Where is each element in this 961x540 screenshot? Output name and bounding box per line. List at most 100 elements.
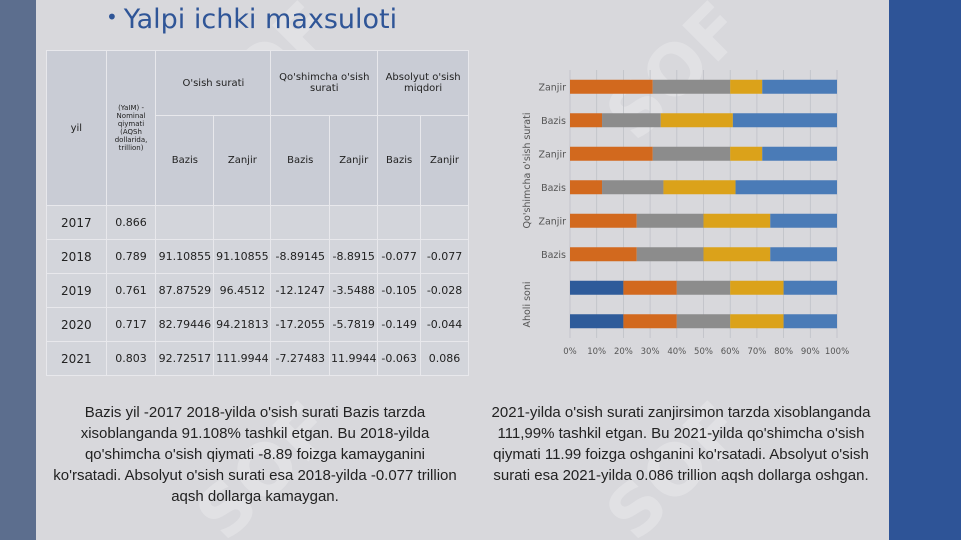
x-tick-label: 30% xyxy=(641,347,660,357)
bar-segment xyxy=(732,113,837,128)
x-tick-label: 60% xyxy=(721,347,740,357)
right-band xyxy=(889,0,961,540)
cell-qosh-zanjir: -3.5488 xyxy=(329,273,379,308)
cell-osish-bazis xyxy=(155,205,215,240)
bar-segment xyxy=(602,180,664,195)
cell-abs-zanjir: 0.086 xyxy=(420,341,469,376)
bar-segment xyxy=(636,213,704,228)
cell-nominal: 0.866 xyxy=(105,205,157,240)
bar-segment xyxy=(783,314,837,329)
title-bullet: • xyxy=(106,5,118,29)
header-zanjir: Zanjir xyxy=(329,115,379,206)
cell-osish-bazis: 82.79446 xyxy=(155,307,215,342)
cell-qosh-zanjir xyxy=(329,205,379,240)
header-zanjir: Zanjir xyxy=(420,115,469,206)
bar-segment xyxy=(770,213,837,228)
x-tick-label: 40% xyxy=(667,347,686,357)
cell-qosh-zanjir: -8.8915 xyxy=(329,239,379,274)
header-bazis: Bazis xyxy=(155,115,215,206)
cell-osish-zanjir: 96.4512 xyxy=(213,273,272,308)
bar-segment xyxy=(770,247,837,262)
header-zanjir: Zanjir xyxy=(213,115,272,206)
y-tick-label: Bazis xyxy=(541,250,566,261)
table-row: 2017 0.866 xyxy=(46,205,469,240)
stacked-bar-chart: 0% 10% 20% 30% 40% 50% 60% 70% 80% 90% 100% Zanjir B… xyxy=(484,60,856,360)
slide-title: • Yalpi ichki maxsuloti xyxy=(106,4,397,35)
bar-segment xyxy=(570,180,603,195)
cell-osish-bazis: 91.10855 xyxy=(155,239,215,274)
bar-segment xyxy=(570,213,637,228)
cell-year: 2019 xyxy=(46,273,107,308)
cell-qosh-bazis: -17.2055 xyxy=(270,307,331,342)
cell-osish-zanjir: 111.9944 xyxy=(213,341,272,376)
bar-segment xyxy=(730,79,763,94)
bar-segment xyxy=(703,247,771,262)
bar-segment xyxy=(570,113,603,128)
group-label: Aholi soni xyxy=(522,281,533,327)
cell-nominal: 0.789 xyxy=(105,239,157,274)
bar-segment xyxy=(602,113,661,128)
y-tick-label: Zanjir xyxy=(538,216,566,227)
bar-segment xyxy=(703,213,771,228)
cell-year: 2017 xyxy=(46,205,107,240)
y-tick-label: Zanjir xyxy=(538,149,566,160)
x-tick-label: 0% xyxy=(563,347,577,357)
table-row: 2019 0.761 87.87529 96.4512 -12.1247 -3.… xyxy=(46,273,469,308)
slide-canvas: SOF SOF SOF SOF •Yalpi ichki maxsuloti y… xyxy=(36,0,889,540)
cell-qosh-bazis: -8.89145 xyxy=(270,239,331,274)
cell-abs-bazis: -0.063 xyxy=(377,341,422,376)
table-row: 2018 0.789 91.10855 91.10855 -8.89145 -8… xyxy=(46,239,469,274)
bar-segment xyxy=(735,180,837,195)
cell-abs-zanjir: -0.044 xyxy=(420,307,469,342)
cell-osish-zanjir xyxy=(213,205,272,240)
header-bazis: Bazis xyxy=(270,115,331,206)
cell-abs-bazis: -0.105 xyxy=(377,273,422,308)
cell-qosh-bazis: -12.1247 xyxy=(270,273,331,308)
bar-segment xyxy=(636,247,704,262)
cell-qosh-bazis xyxy=(270,205,331,240)
cell-nominal: 0.803 xyxy=(105,341,157,376)
bar-segment xyxy=(652,146,731,161)
header-osish: O'sish surati xyxy=(155,50,272,116)
header-bazis: Bazis xyxy=(377,115,422,206)
header-yil: yil xyxy=(46,50,107,206)
bar-segment xyxy=(730,280,784,295)
cell-osish-zanjir: 91.10855 xyxy=(213,239,272,274)
bar-segment xyxy=(570,314,624,329)
y-tick-label: Bazis xyxy=(541,183,566,194)
cell-nominal: 0.761 xyxy=(105,273,157,308)
y-tick-label: Bazis xyxy=(541,116,566,127)
cell-abs-zanjir xyxy=(420,205,469,240)
bar-segment xyxy=(762,79,837,94)
header-absolyut: Absolyut o'sish miqdori xyxy=(377,50,469,116)
bar-segment xyxy=(660,113,733,128)
group-label: Qo'shimcha o'sish surati xyxy=(522,113,533,229)
title-text: Yalpi ichki maxsuloti xyxy=(123,4,398,35)
left-paragraph: Bazis yil -2017 2018-yilda o'sish surati… xyxy=(53,404,457,505)
x-tick-label: 100% xyxy=(825,347,849,357)
gdp-table: yil (YaIM) - Nominal qiymati (AQSh dolla… xyxy=(46,50,469,376)
header-nominal: (YaIM) - Nominal qiymati (AQSh dollarida… xyxy=(105,50,157,206)
bar-segment xyxy=(730,314,784,329)
cell-year: 2018 xyxy=(46,239,107,274)
cell-abs-bazis xyxy=(377,205,422,240)
bar-segment xyxy=(570,146,653,161)
cell-year: 2021 xyxy=(46,341,107,376)
cell-osish-bazis: 92.72517 xyxy=(155,341,215,376)
bar-segment xyxy=(730,146,763,161)
x-tick-label: 20% xyxy=(614,347,633,357)
x-tick-label: 70% xyxy=(747,347,766,357)
x-tick-label: 10% xyxy=(587,347,606,357)
bar-segment xyxy=(623,314,677,329)
table-row: 2020 0.717 82.79446 94.21813 -17.2055 -5… xyxy=(46,307,469,342)
cell-abs-bazis: -0.077 xyxy=(377,239,422,274)
bar-segment xyxy=(570,280,624,295)
table-row: 2021 0.803 92.72517 111.9944 -7.27483 11… xyxy=(46,341,469,376)
bar-segment xyxy=(676,314,731,329)
cell-year: 2020 xyxy=(46,307,107,342)
bar-segment xyxy=(652,79,731,94)
y-tick-label: Zanjir xyxy=(538,82,566,93)
cell-osish-zanjir: 94.21813 xyxy=(213,307,272,342)
cell-qosh-zanjir: 11.9944 xyxy=(329,341,379,376)
header-qoshimcha: Qo'shimcha o'sish surati xyxy=(270,50,379,116)
